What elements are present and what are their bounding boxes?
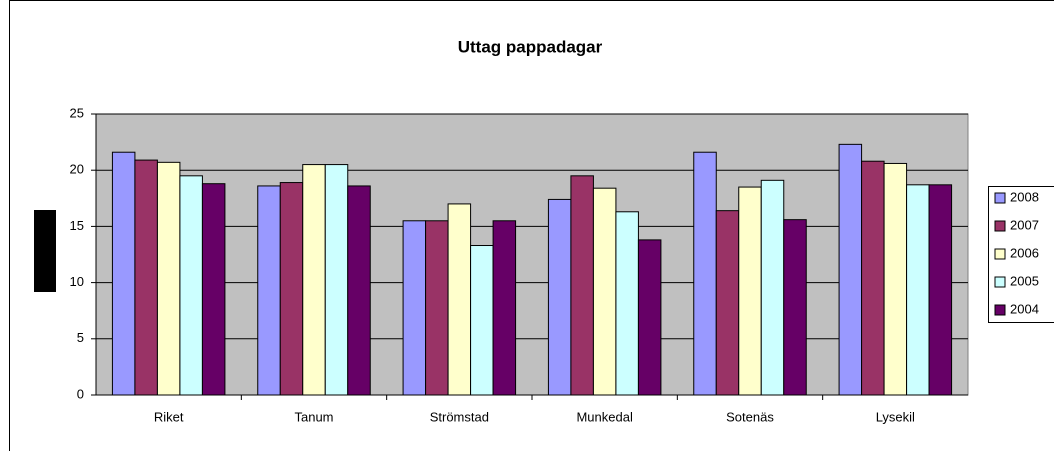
bar — [447, 203, 472, 396]
bar — [738, 186, 762, 396]
bar — [111, 151, 136, 396]
y-tick-label: 10 — [70, 274, 84, 289]
plot-area — [95, 113, 969, 396]
bar — [715, 210, 740, 396]
legend-swatch — [994, 276, 1006, 288]
legend-swatch — [994, 248, 1006, 260]
bar — [347, 185, 371, 396]
bar — [201, 183, 226, 396]
y-tick-label: 15 — [70, 218, 84, 233]
x-tick-label: Munkedal — [576, 409, 632, 424]
bar — [906, 184, 930, 396]
bar — [279, 182, 304, 396]
bar — [492, 220, 517, 396]
legend-label: 2005 — [1010, 273, 1039, 288]
x-tick-label: Strömstad — [430, 409, 489, 424]
bar — [615, 211, 639, 396]
legend-swatch — [994, 192, 1006, 204]
legend-swatch — [994, 220, 1006, 232]
bar — [257, 185, 281, 396]
chart-title: Uttag pappadagar — [458, 37, 603, 56]
x-tick-label: Tanum — [294, 409, 333, 424]
legend-label: 2007 — [1010, 217, 1039, 232]
bar — [592, 187, 617, 396]
bar — [570, 175, 594, 396]
redacted-axis-label — [34, 210, 56, 292]
y-tick-label: 5 — [77, 330, 84, 345]
bar — [470, 245, 494, 396]
y-tick-label: 25 — [70, 105, 84, 120]
bar — [637, 239, 662, 396]
bar — [760, 179, 785, 396]
bar — [883, 162, 908, 396]
bar — [928, 184, 953, 396]
bar — [425, 220, 449, 396]
legend-label: 2006 — [1010, 245, 1039, 260]
bar — [134, 159, 158, 396]
bar — [861, 160, 885, 396]
bar — [693, 151, 717, 396]
bar — [547, 198, 572, 396]
x-tick-label: Lysekil — [876, 409, 915, 424]
x-tick-label: Sotenäs — [726, 409, 774, 424]
y-tick-label: 0 — [77, 386, 84, 401]
bar — [783, 219, 807, 396]
bar — [156, 161, 181, 396]
bar — [179, 175, 203, 396]
legend-label: 2004 — [1010, 301, 1039, 316]
x-tick-label: Riket — [154, 409, 184, 424]
bar — [838, 143, 863, 396]
bar — [324, 164, 349, 396]
bar — [302, 164, 326, 396]
y-tick-label: 20 — [70, 162, 84, 177]
legend-label: 2008 — [1010, 189, 1039, 204]
legend-swatch — [994, 304, 1006, 316]
bar — [402, 220, 427, 396]
